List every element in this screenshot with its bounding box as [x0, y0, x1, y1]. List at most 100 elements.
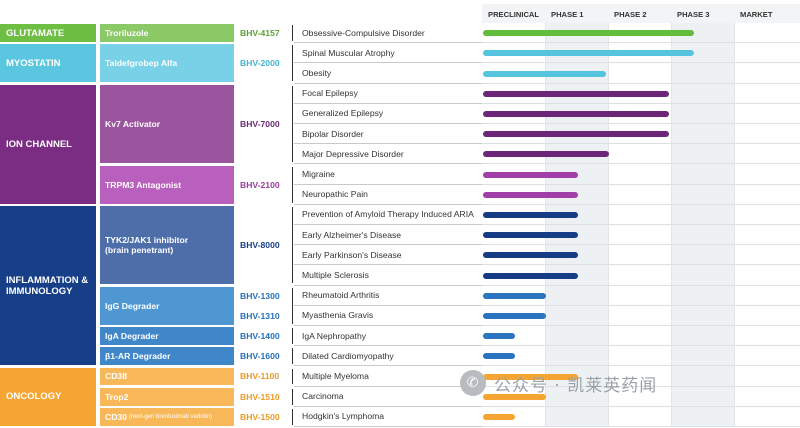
- phase-header-label: PHASE 1: [551, 10, 584, 19]
- phase-header-label: PHASE 2: [614, 10, 647, 19]
- program-code: BHV-1500: [240, 411, 280, 422]
- chart-row-divider: [482, 183, 800, 185]
- drug-name-text: CD30: [105, 411, 127, 422]
- drug-name: CD30 (next-gen brentuximab vedotin): [100, 408, 234, 426]
- phase-column-bg: [734, 23, 800, 427]
- program-code: BHV-1400: [240, 331, 280, 342]
- progress-bar: [483, 292, 546, 299]
- progress-bar: [483, 191, 578, 198]
- phase-column-bg: [608, 23, 671, 427]
- chart-row-divider: [482, 203, 800, 205]
- indication-label: Myasthenia Gravis: [294, 305, 482, 326]
- progress-bar: [483, 413, 515, 420]
- indication-label: Multiple Sclerosis: [294, 265, 482, 286]
- progress-bar: [483, 333, 515, 340]
- drug-note: (next-gen brentuximab vedotin): [128, 413, 213, 420]
- progress-bar: [483, 90, 669, 97]
- program-code: BHV-2000: [240, 58, 280, 69]
- indication-label: Rheumatoid Arthritis: [294, 285, 482, 306]
- indication-label: Carcinoma: [294, 386, 482, 407]
- program-code: BHV-2100: [240, 179, 280, 190]
- phase-column-bg: [482, 23, 545, 427]
- indication-label: Hodgkin's Lymphoma: [294, 406, 482, 427]
- progress-bar: [483, 232, 578, 239]
- watermark-text: 公众号 · 凯莱英药闻: [494, 375, 658, 396]
- drug-name: Trop2: [100, 387, 234, 406]
- phase-header-label: MARKET: [740, 10, 773, 19]
- program-code: BHV-8000: [240, 240, 280, 251]
- indication-label: Obesity: [294, 63, 482, 84]
- chart-row-divider: [482, 123, 800, 124]
- indication-label: IgA Nephropathy: [294, 326, 482, 347]
- program-bracket: [292, 166, 294, 203]
- chart-row-divider: [482, 244, 800, 246]
- indication-label: Prevention of Amyloid Therapy Induced AR…: [294, 204, 482, 225]
- chart-row-divider: [482, 82, 800, 84]
- progress-bar: [483, 272, 578, 279]
- indication-label: Bipolar Disorder: [294, 124, 482, 145]
- watermark: ✆ 公众号 · 凯莱英药闻: [460, 368, 790, 398]
- progress-bar: [483, 151, 609, 158]
- indication-label: Spinal Muscular Atrophy: [294, 43, 482, 64]
- indication-label: Dilated Cardiomyopathy: [294, 346, 482, 367]
- program-code: BHV-1600: [240, 351, 280, 362]
- program-code: BHV-1510: [240, 391, 280, 402]
- chart-row-divider: [482, 42, 800, 44]
- progress-bar: [483, 131, 669, 138]
- phase-column-bg: [545, 23, 608, 427]
- chart-row-divider: [482, 224, 800, 225]
- phase-column-bg: [671, 23, 734, 427]
- progress-bar: [483, 373, 578, 380]
- progress-bar: [483, 70, 606, 77]
- program-code: BHV-1100: [240, 371, 280, 382]
- indication-label: Neuropathic Pain: [294, 184, 482, 205]
- program-bracket: [292, 409, 294, 425]
- phase-header-label: PHASE 3: [677, 10, 710, 19]
- drug-name: Taldefgrobep Alfa: [100, 44, 234, 83]
- program-bracket: [292, 45, 294, 82]
- program-bracket: [292, 287, 294, 324]
- progress-bar: [483, 252, 578, 259]
- indication-label: Early Parkinson's Disease: [294, 245, 482, 266]
- drug-name: β1-AR Degrader: [100, 347, 234, 366]
- wechat-icon: ✆: [460, 370, 486, 396]
- drug-name: TRPM3 Antagonist: [100, 165, 234, 204]
- chart-row-divider: [482, 405, 800, 407]
- program-code: BHV-1310: [240, 310, 280, 321]
- drug-name: CD38: [100, 367, 234, 386]
- program-code: BHV-4157: [240, 28, 280, 39]
- program-bracket: [292, 348, 294, 365]
- drug-name: Troriluzole: [100, 24, 234, 42]
- progress-bar: [483, 50, 695, 57]
- chart-row-divider: [482, 304, 800, 306]
- category-label: GLUTAMATE: [0, 24, 96, 42]
- chart-row-divider: [482, 325, 800, 326]
- indication-label: Migraine: [294, 164, 482, 185]
- progress-bar: [483, 312, 546, 319]
- indication-label: Early Alzheimer's Disease: [294, 225, 482, 246]
- progress-bar: [483, 211, 578, 218]
- indication-label: Focal Epilepsy: [294, 83, 482, 104]
- phase-header-band: [482, 4, 800, 23]
- program-bracket: [292, 388, 294, 405]
- program-code: BHV-7000: [240, 118, 280, 129]
- chart-row-divider: [482, 102, 800, 104]
- indication-label: Multiple Myeloma: [294, 366, 482, 387]
- program-bracket: [292, 328, 294, 344]
- drug-name: TYK2/JAK1 inhibitor (brain penetrant): [100, 206, 234, 285]
- program-bracket: [292, 85, 294, 163]
- drug-name: IgA Degrader: [100, 327, 234, 345]
- indication-label: Obsessive-Compulsive Disorder: [294, 23, 482, 44]
- category-label: ION CHANNEL: [0, 84, 96, 204]
- chart-row-divider: [482, 143, 800, 145]
- chart-row-divider: [482, 284, 800, 286]
- progress-bar: [483, 171, 578, 178]
- phase-header-label: PRECLINICAL: [488, 10, 540, 19]
- program-bracket: [292, 368, 294, 385]
- chart-row-divider: [482, 365, 800, 367]
- drug-name: IgG Degrader: [100, 286, 234, 325]
- chart-row-divider: [482, 426, 800, 427]
- chart-row-divider: [482, 385, 800, 387]
- program-code: BHV-1300: [240, 290, 280, 301]
- program-bracket: [292, 207, 294, 284]
